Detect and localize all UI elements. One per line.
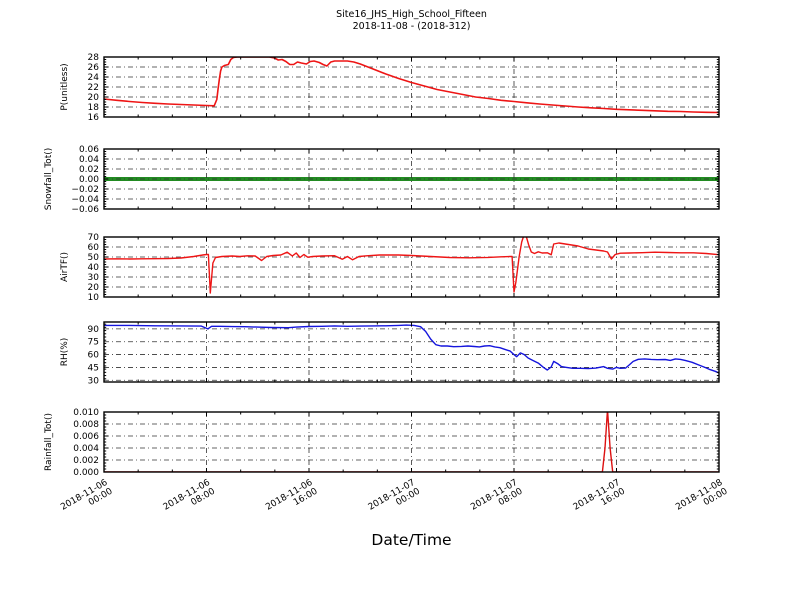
ytick-label-Snowfall_Tot: −0.02: [71, 185, 99, 195]
ytick-label-RH: 75: [88, 338, 99, 348]
ytick-label-P: 26: [88, 63, 100, 73]
xtick-label: 2018-11-0608:00: [162, 478, 218, 522]
ytick-label-Rainfall_Tot: 0.004: [73, 444, 99, 454]
ytick-label-P: 24: [88, 73, 100, 83]
x-axis-label: Date/Time: [371, 531, 452, 549]
ticks-RH: [103, 322, 720, 383]
xtick-label: 2018-11-0708:00: [469, 478, 525, 522]
grid-Rainfall_Tot: [104, 412, 719, 472]
grid-Snowfall_Tot: [104, 149, 719, 209]
grid-RH: [104, 322, 719, 382]
panel-Rainfall_Tot: 0.000 0.002 0.004 0.006 0.008 0.010 Rainfall_T…: [44, 408, 720, 478]
ytick-label-P: 22: [88, 83, 99, 93]
ytick-label-P: 20: [88, 93, 100, 103]
y-axis-label-Rainfall_Tot: Rainfall_Tot(): [44, 413, 54, 471]
panel-Snowfall_Tot: −0.06−0.04−0.020.000.020.040.06 Snowfall_…: [44, 145, 720, 215]
xtick-label: 2018-11-0800:00: [674, 478, 730, 522]
chart-title-line2: 2018-11-08 - (2018-312): [352, 20, 471, 32]
ticks-P: [103, 56, 720, 118]
chart-title-line1: Site16_JHS_High_School_Fifteen: [336, 9, 487, 20]
y-axis-label-Snowfall_Tot: Snowfall_Tot(): [44, 148, 54, 211]
ytick-label-RH: 30: [88, 376, 100, 386]
ytick-label-AirTF: 20: [88, 283, 100, 293]
ytick-label-Snowfall_Tot: −0.06: [71, 205, 99, 215]
ytick-label-AirTF: 40: [88, 263, 100, 273]
ytick-label-Snowfall_Tot: 0.02: [79, 165, 99, 175]
ytick-label-P: 16: [88, 113, 100, 123]
ytick-label-AirTF: 60: [88, 243, 100, 253]
ytick-label-AirTF: 10: [88, 293, 100, 303]
xtick-label: 2018-11-0616:00: [264, 478, 320, 522]
ytick-label-P: 18: [88, 103, 100, 113]
ytick-label-Rainfall_Tot: 0.010: [73, 408, 99, 418]
ytick-label-RH: 90: [88, 325, 100, 335]
ytick-label-Snowfall_Tot: −0.04: [71, 195, 99, 205]
xtick-label: 2018-11-0716:00: [572, 478, 628, 522]
ytick-label-AirTF: 30: [88, 273, 100, 283]
panel-RH: 30 45 60 75 90 RH(%): [60, 321, 720, 386]
ytick-label-AirTF: 50: [88, 253, 100, 263]
AirTF-series-line: [104, 237, 719, 294]
xtick-label: 2018-11-0600:00: [59, 478, 115, 522]
P-series-line: [104, 57, 719, 114]
y-axis-label-RH: RH(%): [60, 338, 70, 367]
ytick-label-Rainfall_Tot: 0.000: [73, 468, 99, 478]
ytick-label-RH: 45: [88, 363, 99, 373]
ytick-label-Rainfall_Tot: 0.006: [73, 432, 99, 442]
ticks-AirTF: [103, 236, 720, 298]
ytick-label-P: 28: [88, 53, 100, 63]
grid-AirTF: [104, 237, 719, 297]
ytick-label-Snowfall_Tot: 0.00: [79, 175, 99, 185]
xtick-label: 2018-11-0700:00: [367, 478, 423, 522]
ytick-label-Rainfall_Tot: 0.008: [73, 420, 99, 430]
grid-P: [104, 57, 719, 117]
y-axis-label-P: P(unitless): [60, 63, 70, 110]
chart-title: Site16_JHS_High_School_Fifteen 2018-11-0…: [104, 9, 719, 32]
y-axis-label-AirTF: AirTF(): [60, 252, 70, 282]
RH-series-line: [104, 324, 719, 374]
ticks-Rainfall_Tot: [103, 411, 720, 473]
ticks-Snowfall_Tot: [103, 148, 720, 210]
ytick-label-Snowfall_Tot: 0.04: [79, 155, 99, 165]
ytick-label-Snowfall_Tot: 0.06: [79, 145, 99, 155]
ytick-label-Rainfall_Tot: 0.002: [73, 456, 99, 466]
ytick-label-AirTF: 70: [88, 233, 100, 243]
ytick-label-RH: 60: [88, 351, 100, 361]
